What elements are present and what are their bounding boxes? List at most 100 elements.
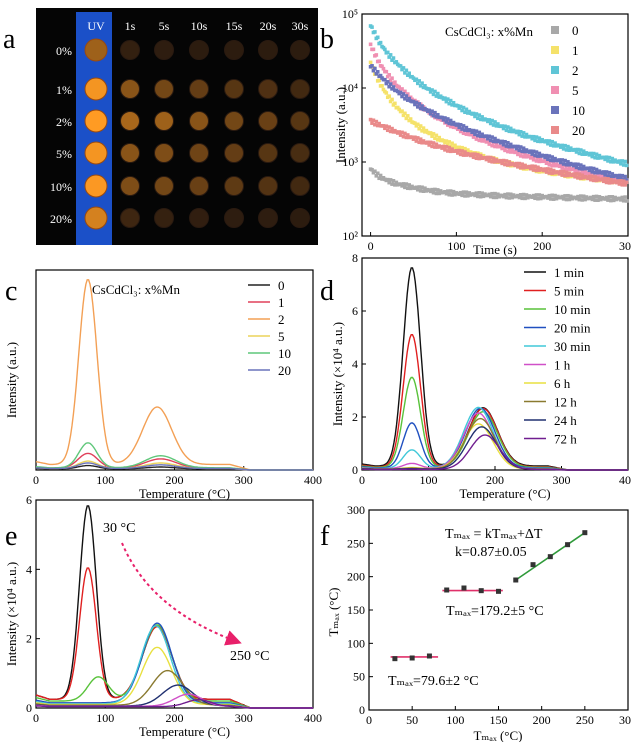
data-point xyxy=(550,155,555,159)
series-line xyxy=(35,462,313,471)
legend-label: 1 xyxy=(278,295,285,310)
x-tick-label: 0 xyxy=(366,713,372,727)
legend-marker xyxy=(551,86,559,94)
phosphor-dot xyxy=(84,141,108,165)
data-point xyxy=(450,103,454,107)
data-point xyxy=(560,166,565,170)
shift-arrow xyxy=(121,542,242,646)
data-point xyxy=(567,197,572,202)
data-point xyxy=(544,139,549,143)
phosphor-dot xyxy=(290,79,310,99)
data-point xyxy=(404,182,409,186)
data-point xyxy=(621,198,626,203)
panel-e: e 0 100 200 300 400 0 2 4 6 Temperature (°C) Inten… xyxy=(4,493,322,739)
data-point xyxy=(390,76,394,80)
data-point xyxy=(544,153,549,158)
data-point xyxy=(473,193,477,198)
series-2 xyxy=(368,24,629,168)
data-point xyxy=(546,157,550,161)
x-tick-label: 0 xyxy=(359,473,365,487)
data-point xyxy=(494,195,499,200)
x-axis-label: Temperature (°C) xyxy=(139,724,230,739)
panel-label-a: a xyxy=(3,24,16,55)
data-point xyxy=(520,162,524,167)
x-tick-label: 300 xyxy=(235,473,253,487)
phosphor-dot xyxy=(189,40,209,60)
data-point xyxy=(604,170,609,174)
data-point xyxy=(607,155,612,160)
data-point xyxy=(411,99,416,104)
legend-label: 72 h xyxy=(554,432,577,447)
series-line xyxy=(35,567,313,709)
data-point xyxy=(403,96,407,101)
data-point xyxy=(394,180,399,185)
data-point xyxy=(619,198,623,202)
data-point xyxy=(470,152,474,156)
data-point xyxy=(620,195,625,200)
data-point xyxy=(388,78,393,83)
data-point xyxy=(623,174,627,179)
data-point xyxy=(490,159,494,164)
legend-label: 20 xyxy=(278,363,291,378)
data-point xyxy=(444,99,449,104)
data-point xyxy=(524,132,529,137)
data-point xyxy=(564,197,569,202)
phosphor-dot xyxy=(154,79,174,99)
data-point xyxy=(576,194,580,199)
data-point xyxy=(547,171,552,175)
data-point xyxy=(589,195,593,200)
data-point xyxy=(566,193,570,198)
data-point xyxy=(498,144,503,149)
data-point xyxy=(403,185,407,190)
data-point xyxy=(550,139,555,144)
phosphor-dot xyxy=(189,79,209,99)
data-point xyxy=(521,192,526,197)
data-point xyxy=(600,177,605,181)
x-tick-label: 0 xyxy=(368,239,374,253)
x-tick-label: 300 xyxy=(619,713,631,727)
data-point xyxy=(582,530,588,536)
data-point xyxy=(546,141,550,146)
y-tick-label: 2 xyxy=(352,410,358,424)
data-point xyxy=(523,196,527,201)
phosphor-dot xyxy=(120,40,140,60)
data-point xyxy=(371,118,376,123)
data-point xyxy=(417,102,422,106)
data-point xyxy=(533,153,537,158)
col-label: 10s xyxy=(191,19,208,33)
data-point xyxy=(457,145,462,150)
col-label: 5s xyxy=(159,19,170,33)
legend-label: 24 h xyxy=(554,413,577,428)
row-label: 0% xyxy=(56,44,72,58)
data-point xyxy=(506,163,510,167)
data-point xyxy=(620,183,625,187)
data-point xyxy=(414,139,419,143)
data-point xyxy=(384,91,389,95)
data-point xyxy=(411,137,416,141)
data-point xyxy=(560,173,565,177)
y-tick-label: 4 xyxy=(26,562,32,576)
data-point xyxy=(514,146,519,151)
data-point xyxy=(377,176,381,181)
phosphor-dot xyxy=(224,40,244,60)
data-point xyxy=(431,113,436,118)
y-tick-label: 0 xyxy=(26,701,32,715)
data-point xyxy=(370,64,374,68)
legend-label: 20 min xyxy=(554,321,591,336)
data-point xyxy=(579,194,583,198)
phosphor-dot xyxy=(84,206,108,230)
data-point xyxy=(561,197,566,201)
data-point xyxy=(517,161,522,166)
data-point xyxy=(580,198,585,202)
data-point xyxy=(478,152,483,156)
data-point xyxy=(476,133,480,138)
data-point xyxy=(408,117,413,121)
data-point xyxy=(401,66,406,70)
data-point xyxy=(431,190,436,195)
data-point xyxy=(590,170,595,174)
data-point xyxy=(415,136,420,140)
data-point xyxy=(574,165,579,170)
phosphor-dot xyxy=(120,176,140,196)
data-point xyxy=(508,142,513,147)
